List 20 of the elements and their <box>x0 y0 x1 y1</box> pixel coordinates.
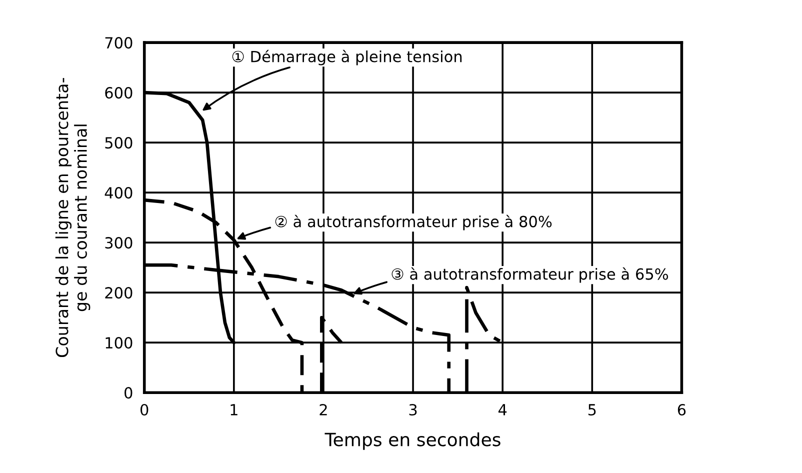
x-tick-label: 0 <box>140 404 148 416</box>
annotation: ① Démarrage à pleine tension <box>232 50 462 66</box>
x-tick-label: 5 <box>588 404 596 416</box>
y-tick-label: 400 <box>104 187 132 199</box>
y-tick-label: 700 <box>105 37 132 49</box>
y-axis-title: Courant de la ligne en pourcenta- ge du courant nominal <box>55 78 90 358</box>
y-tick-label: 300 <box>105 237 132 249</box>
y-tick-label: 600 <box>105 87 132 99</box>
y-tick-label: 500 <box>105 137 132 149</box>
x-axis-title: Temps en secondes <box>324 432 500 450</box>
x-tick-label: 2 <box>320 404 327 416</box>
x-tick-label: 3 <box>409 404 417 416</box>
x-tick-label: 6 <box>678 404 686 416</box>
y-tick-label: 100 <box>106 337 132 349</box>
y-tick-label: 0 <box>124 387 132 399</box>
y-tick-label: 200 <box>105 287 132 299</box>
x-tick-label: 1 <box>230 404 238 416</box>
x-tick-label: 4 <box>498 404 507 416</box>
annotation: ② à autotransformateur prise à 80% <box>275 214 552 230</box>
annotation: ③ à autotransformateur prise à 65% <box>392 267 668 283</box>
